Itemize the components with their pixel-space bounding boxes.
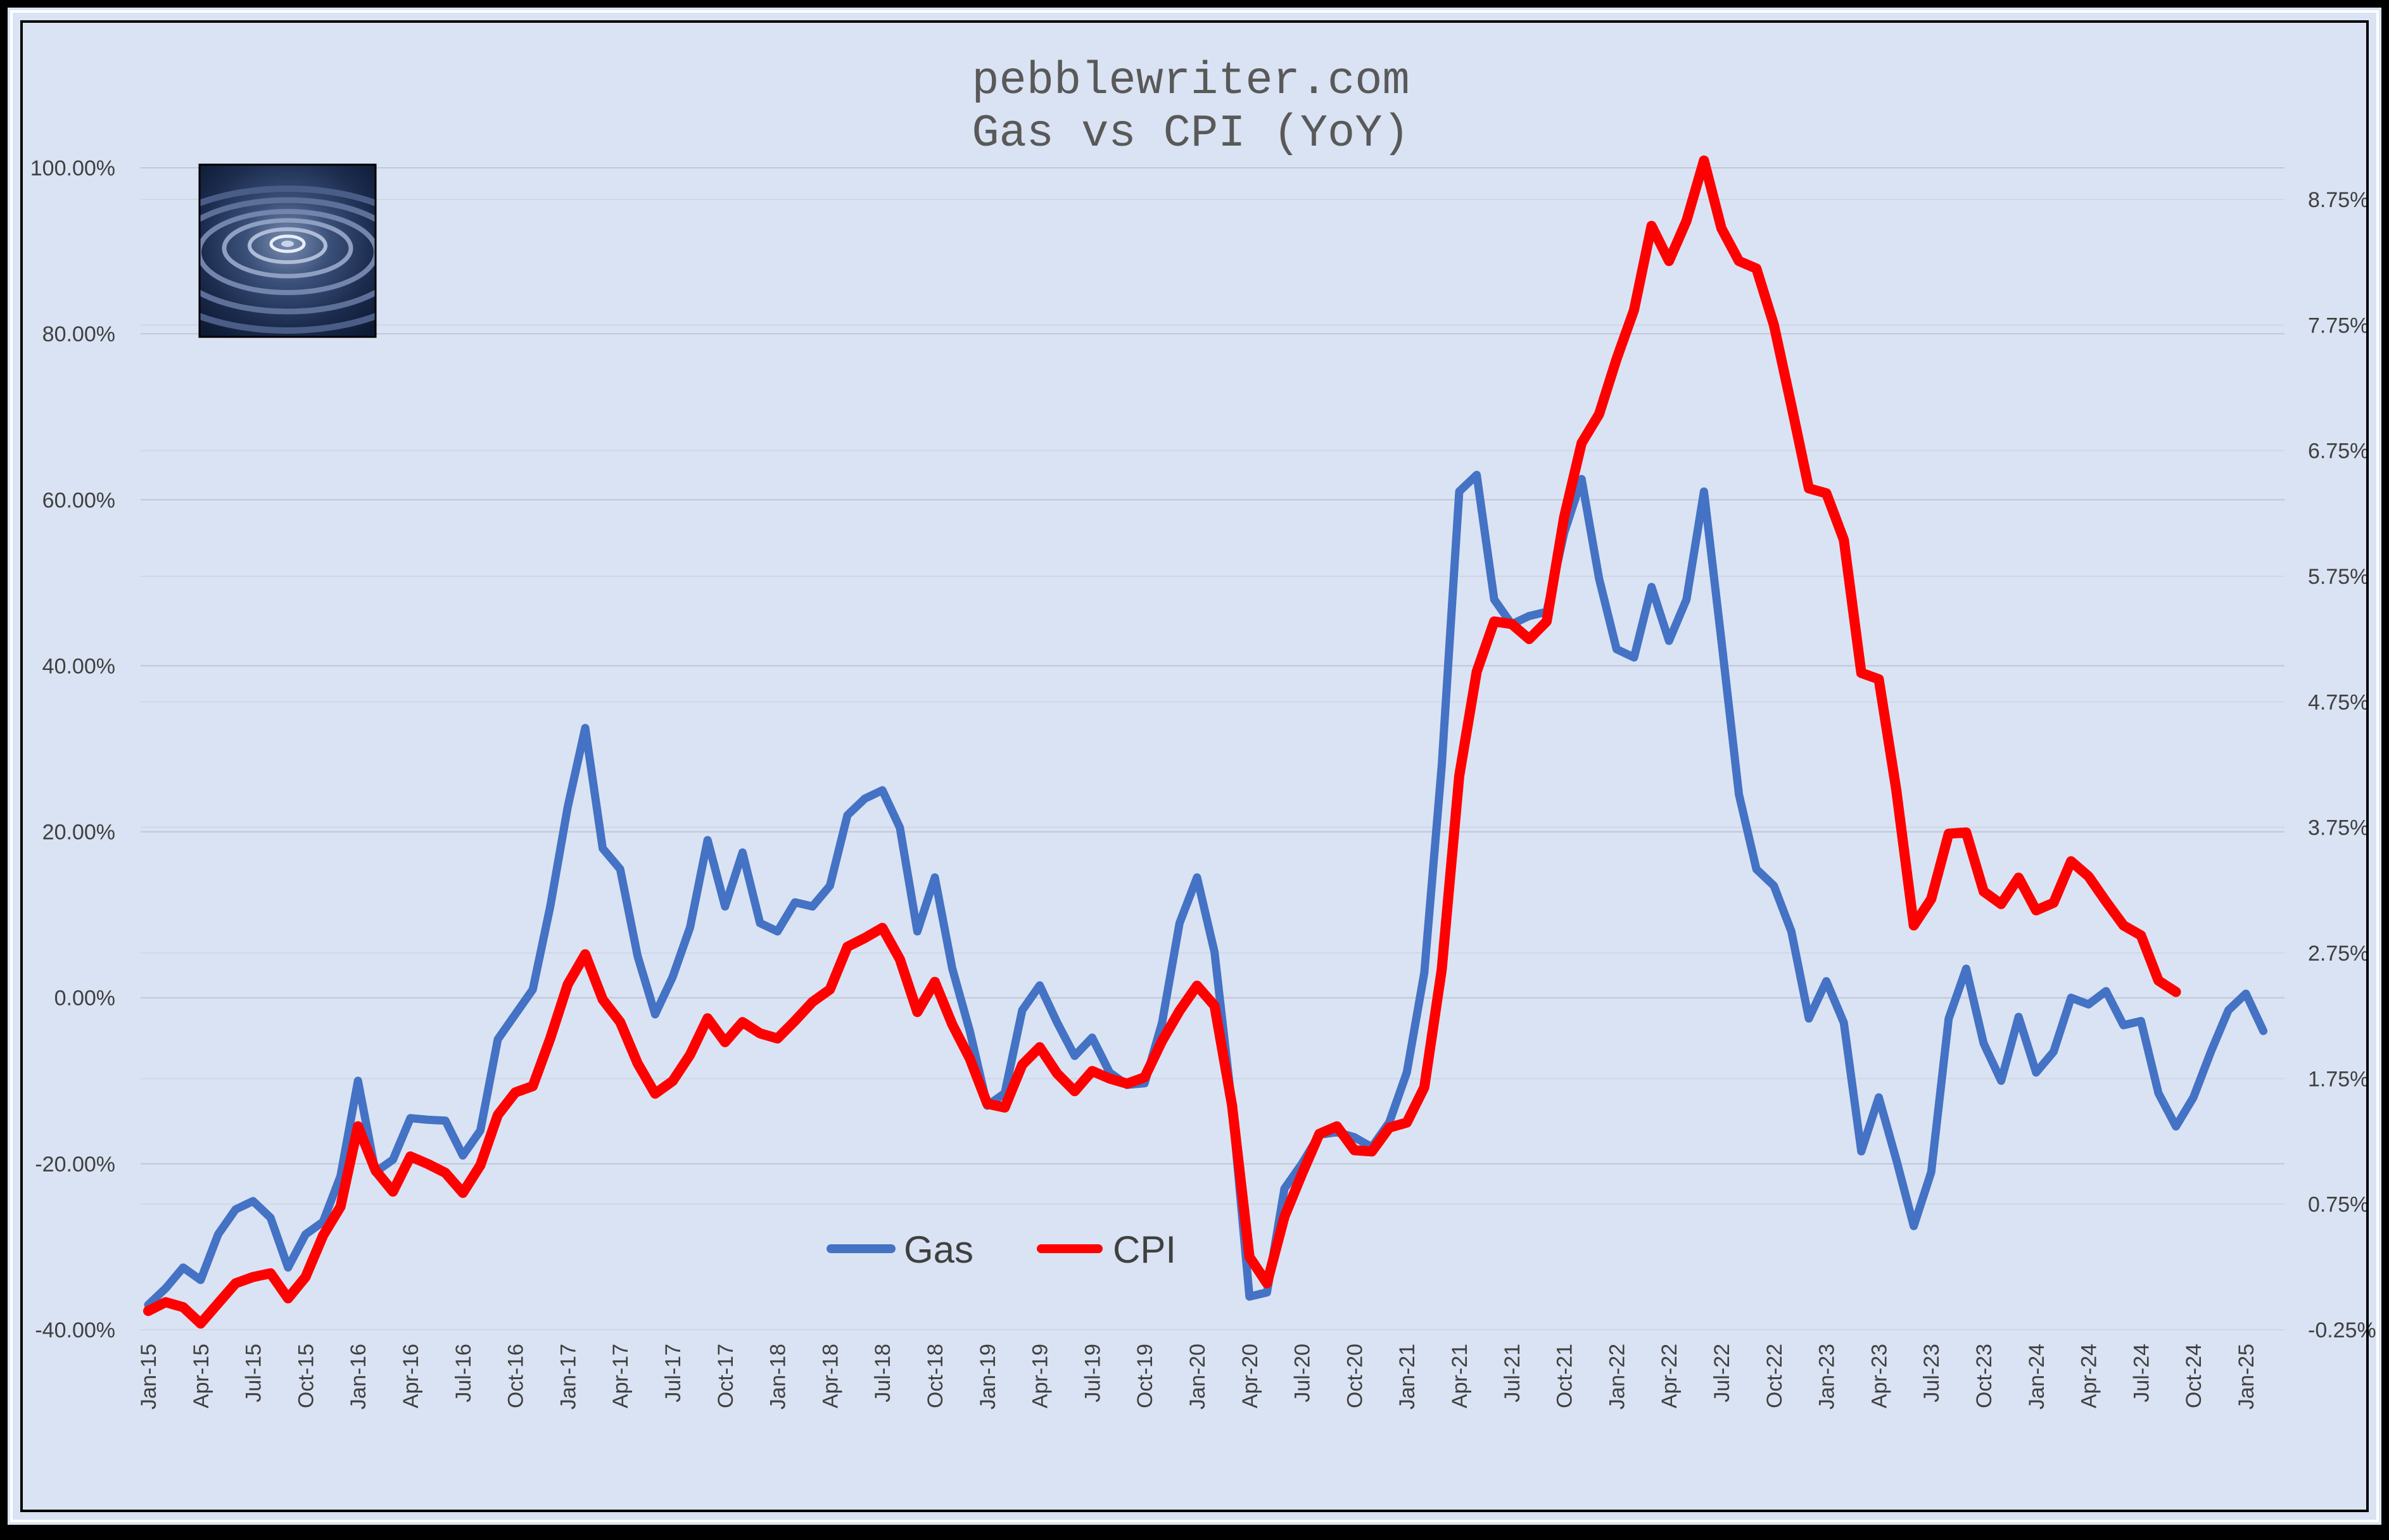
x-tick-label: Oct-23: [1972, 1344, 1996, 1408]
chart-title-line-1: pebblewriter.com: [972, 55, 1409, 107]
x-tick-label: Apr-16: [399, 1344, 423, 1408]
x-tick-label: Jan-17: [556, 1344, 580, 1410]
x-tick-label: Jul-24: [2129, 1344, 2153, 1403]
x-tick-label: Apr-20: [1238, 1344, 1262, 1408]
y-right-tick-label: 3.75%: [2308, 816, 2369, 840]
y-right-tick-label: 0.75%: [2308, 1193, 2369, 1217]
x-tick-label: Jul-17: [661, 1344, 685, 1403]
x-tick-label: Jan-15: [137, 1344, 161, 1410]
y-right-tick-label: -0.25%: [2308, 1318, 2376, 1342]
y-left-tick-label: 100.00%: [30, 156, 115, 180]
y-right-tick-label: 7.75%: [2308, 313, 2369, 338]
series-lines: [143, 155, 2268, 1329]
y-left-tick-label: -40.00%: [35, 1318, 115, 1342]
y-right-tick-label: 1.75%: [2308, 1067, 2369, 1091]
chart-canvas: pebblewriter.com Gas vs CPI (YoY): [30, 55, 2376, 1410]
x-tick-label: Apr-21: [1448, 1344, 1472, 1408]
y-right-tick-label: 6.75%: [2308, 439, 2369, 464]
x-tick-label: Jan-16: [346, 1344, 371, 1410]
y-right-tick-label: 8.75%: [2308, 188, 2369, 212]
x-tick-label: Apr-17: [609, 1344, 633, 1408]
x-tick-label: Jul-22: [1710, 1344, 1734, 1403]
y-left-tick-label: 40.00%: [42, 654, 115, 678]
x-tick-label: Jan-25: [2234, 1344, 2259, 1410]
x-tick-label: Jan-22: [1605, 1344, 1629, 1410]
x-tick-label: Jan-21: [1395, 1344, 1419, 1410]
y-left-tick-label: 80.00%: [42, 322, 115, 346]
x-tick-label: Apr-19: [1029, 1344, 1053, 1408]
series-line-cpi: [143, 155, 2181, 1329]
x-tick-label: Apr-23: [1867, 1344, 1891, 1408]
x-tick-label: Jul-19: [1080, 1344, 1105, 1403]
x-tick-label: Jul-15: [242, 1344, 266, 1403]
x-tick-label: Jul-16: [452, 1344, 476, 1403]
x-tick-label: Jul-18: [871, 1344, 895, 1403]
x-tick-label: Jul-20: [1291, 1344, 1315, 1403]
y-left-tick-label: -20.00%: [35, 1152, 115, 1177]
y-right-tick-label: 5.75%: [2308, 565, 2369, 589]
x-tick-label: Jul-21: [1500, 1344, 1524, 1403]
gridlines: [141, 167, 2284, 1330]
x-tick-label: Apr-18: [818, 1344, 842, 1408]
y-left-tick-label: 60.00%: [42, 488, 115, 512]
series-line-gas: [144, 470, 2268, 1310]
x-tick-label: Jan-19: [976, 1344, 1000, 1410]
x-tick-label: Oct-19: [1133, 1344, 1157, 1408]
x-tick-label: Apr-24: [2077, 1344, 2101, 1408]
x-tick-label: Oct-21: [1553, 1344, 1577, 1408]
x-tick-label: Oct-24: [2182, 1344, 2206, 1408]
legend-cpi-label: CPI: [1113, 1228, 1176, 1271]
x-tick-label: Jan-20: [1186, 1344, 1210, 1410]
y-left-tick-label: 0.00%: [54, 987, 115, 1011]
x-tick-label: Jan-23: [1815, 1344, 1839, 1410]
x-tick-label: Apr-15: [189, 1344, 213, 1408]
y-right-tick-label: 4.75%: [2308, 690, 2369, 714]
x-tick-label: Oct-17: [714, 1344, 738, 1408]
axis-labels: -40.00% -20.00% 0.00% 20.00% 40.00% 60.00% 80.…: [30, 156, 2376, 1410]
x-tick-label: Apr-22: [1657, 1344, 1682, 1408]
x-tick-label: Oct-22: [1763, 1344, 1787, 1408]
y-left-tick-label: 20.00%: [42, 821, 115, 845]
water-ripple-logo: [198, 163, 377, 338]
x-tick-label: Oct-18: [923, 1344, 947, 1408]
x-tick-label: Jan-24: [2025, 1344, 2049, 1410]
x-tick-label: Jan-18: [766, 1344, 790, 1410]
x-tick-label: Oct-20: [1343, 1344, 1367, 1408]
chart-title-line-2: Gas vs CPI (YoY): [972, 108, 1409, 160]
legend: Gas CPI: [827, 1228, 1176, 1271]
x-tick-label: Oct-16: [504, 1344, 528, 1408]
legend-gas-label: Gas: [904, 1228, 973, 1271]
x-tick-label: Oct-15: [294, 1344, 318, 1408]
y-right-tick-label: 2.75%: [2308, 942, 2369, 966]
x-tick-label: Jul-23: [1920, 1344, 1944, 1403]
